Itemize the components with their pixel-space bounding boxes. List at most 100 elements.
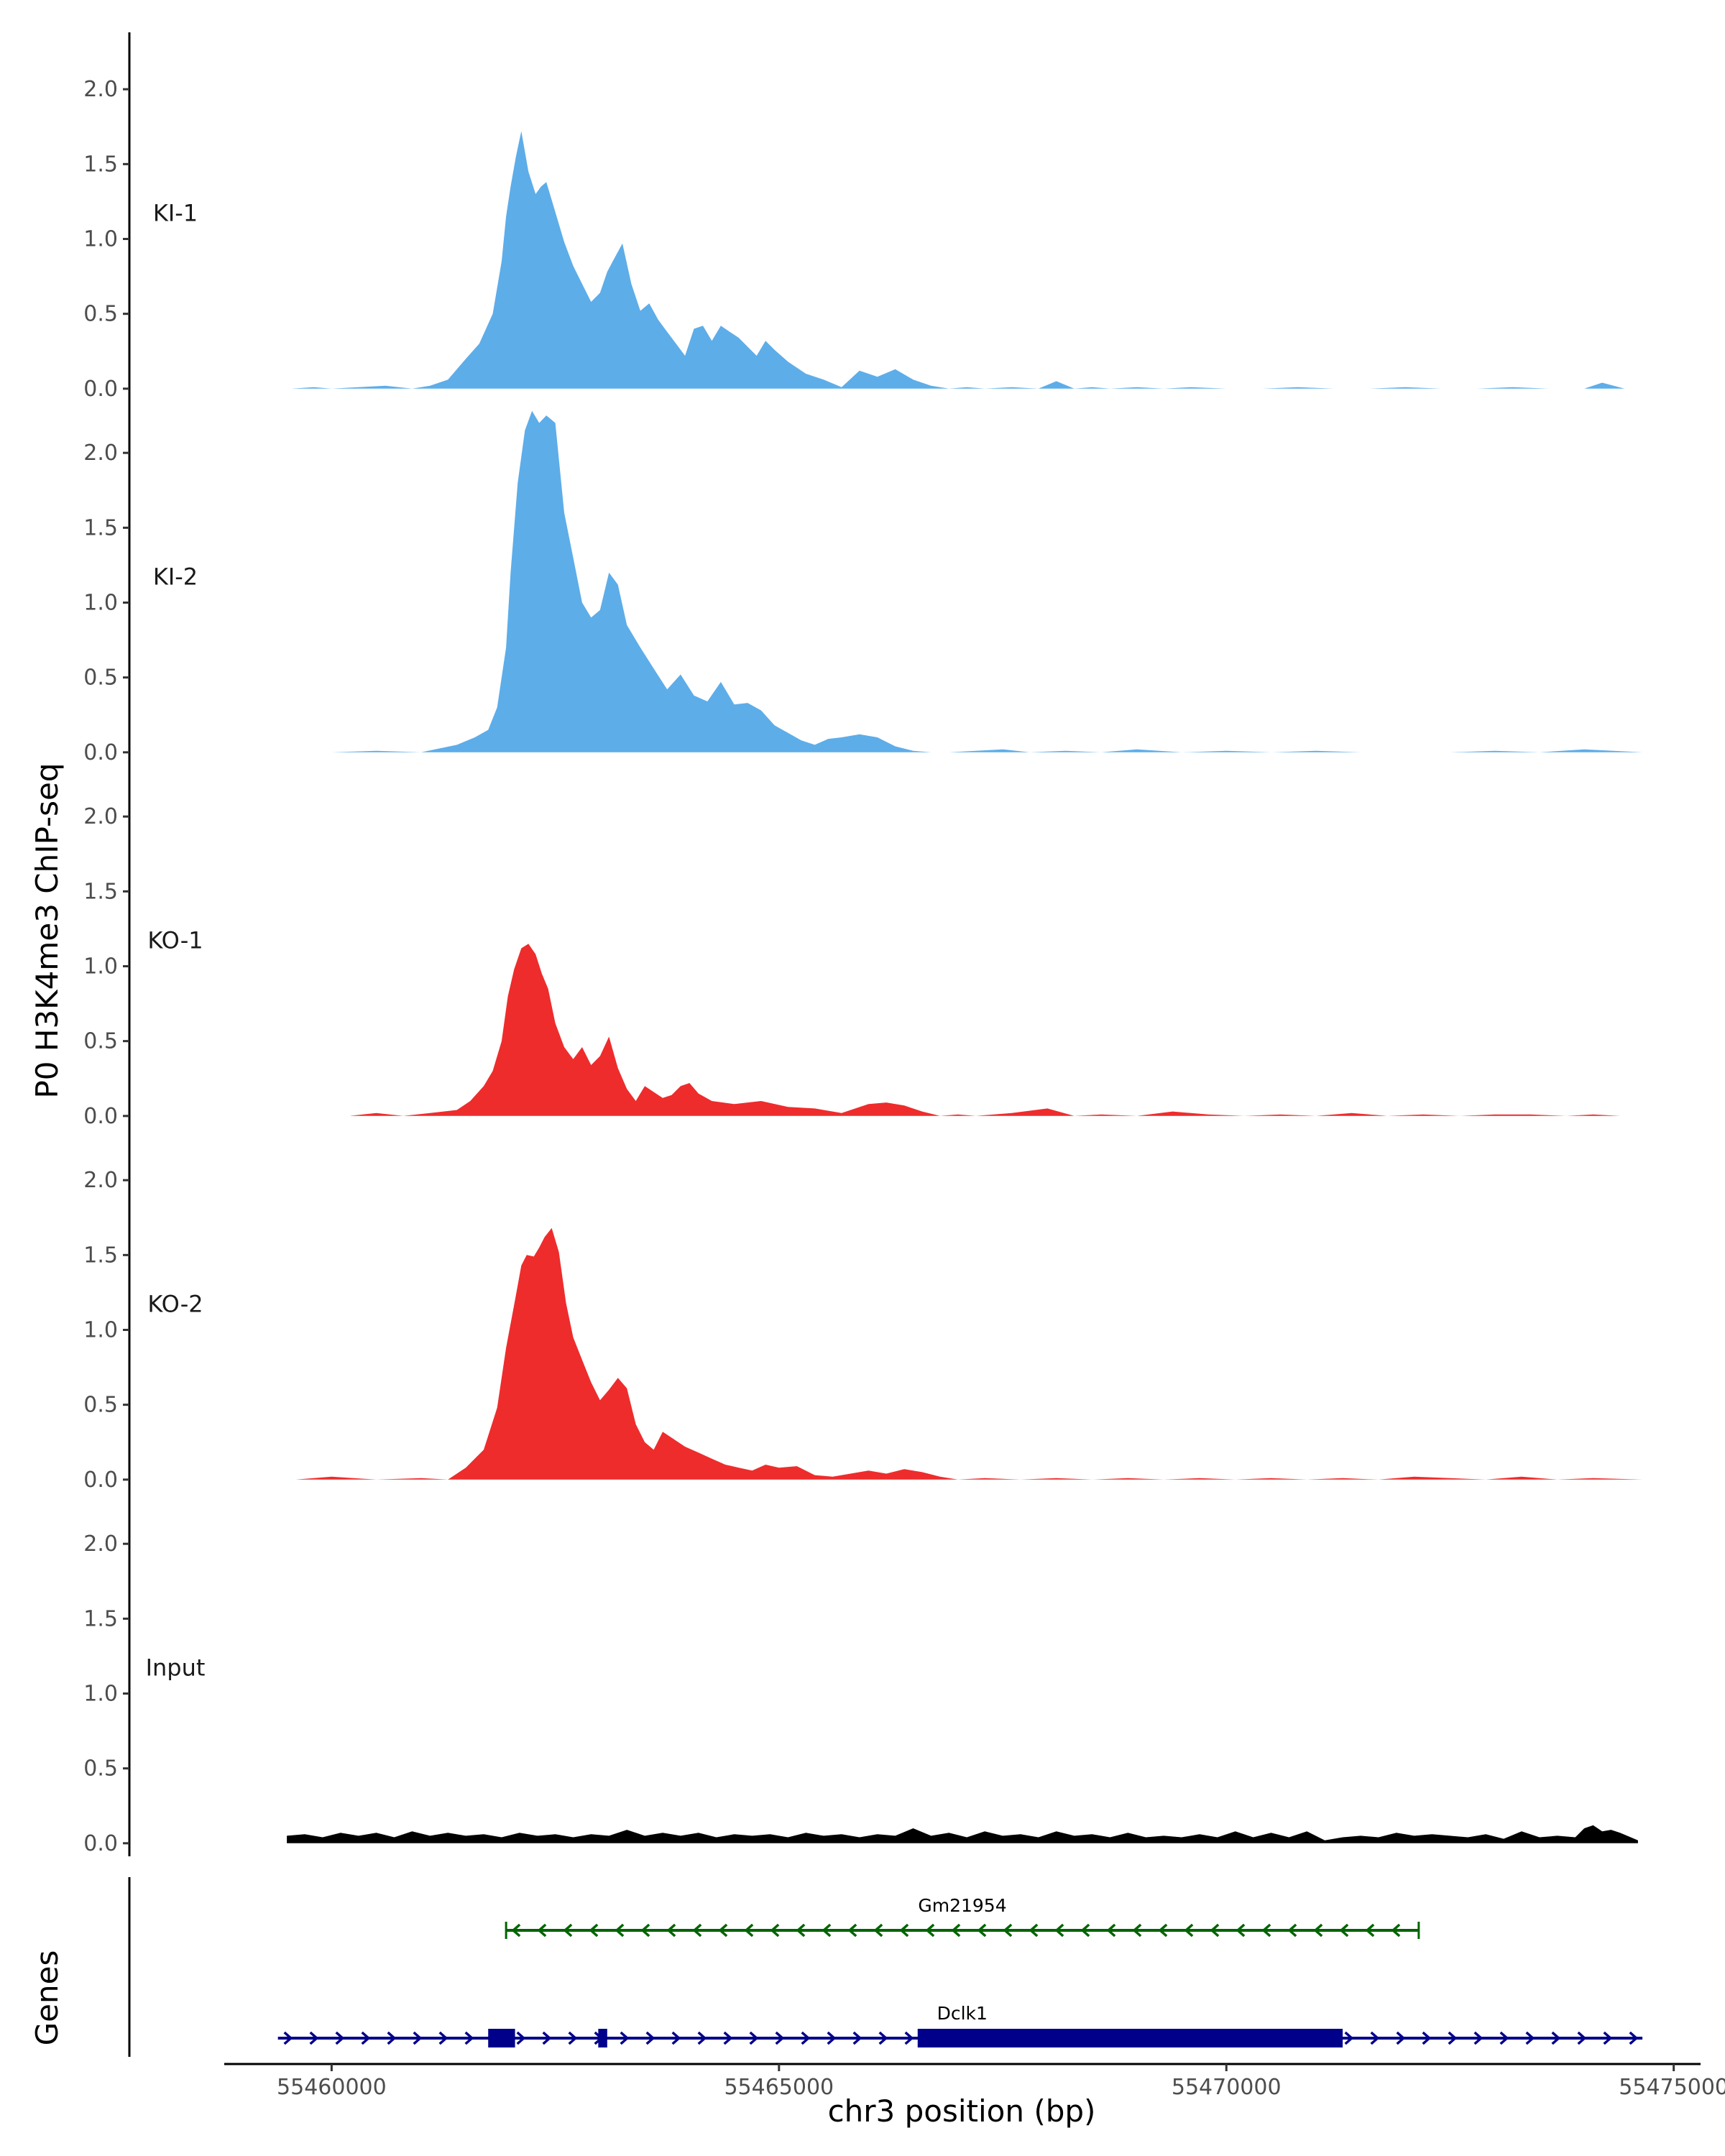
strand-chevron: [697, 2031, 707, 2045]
strand-chevron: [1391, 1923, 1401, 1938]
y-tick-label: 1.0: [83, 591, 118, 616]
strand-chevron: [718, 1923, 728, 1938]
y-tick-label: 1.5: [83, 152, 118, 177]
coverage-area-input: [287, 1825, 1638, 1843]
y-tick-label: 0.5: [83, 1756, 118, 1782]
track-label: Input: [146, 1654, 206, 1682]
y-tick-label: 1.5: [83, 879, 118, 904]
strand-chevron: [1473, 2031, 1484, 2045]
panel-ko-2: 0.0 0.5 1.0 1.5 2.0 KO-2: [83, 1123, 1643, 1493]
y-tick-label: 2.0: [83, 804, 118, 829]
strand-chevron: [847, 1923, 857, 1938]
x-tick-label: 55460000: [277, 2075, 387, 2100]
strand-chevron: [775, 2031, 785, 2045]
exon-block: [917, 2029, 1343, 2047]
y-tick-label: 0.0: [83, 1104, 118, 1129]
strand-chevron: [542, 2031, 552, 2045]
strand-chevron: [822, 1923, 832, 1938]
exon-block: [598, 2029, 607, 2047]
strand-chevron: [615, 1923, 625, 1938]
gene-label-gm21954: Gm21954: [918, 1895, 1006, 1916]
strand-chevron: [568, 2031, 578, 2045]
strand-chevron: [723, 2031, 733, 2045]
track-label: KI-2: [153, 563, 198, 591]
panel-ko-1: 0.0 0.5 1.0 1.5 2.0 KO-1: [83, 760, 1621, 1129]
y-tick-label: 0.5: [83, 1393, 118, 1418]
strand-chevron: [899, 1923, 909, 1938]
y-tick-label: 1.5: [83, 1243, 118, 1268]
strand-chevron: [904, 2031, 914, 2045]
strand-chevron: [1365, 1923, 1375, 1938]
strand-chevron: [1577, 2031, 1587, 2045]
strand-chevron: [1210, 1923, 1220, 1938]
strand-chevron: [1499, 2031, 1509, 2045]
y-tick-label: 0.0: [83, 740, 118, 765]
exon-block: [488, 2029, 515, 2047]
strand-chevron: [361, 2031, 371, 2045]
y-tick-label: 1.0: [83, 954, 118, 980]
strand-chevron: [1525, 2031, 1535, 2045]
strand-chevron: [1370, 2031, 1380, 2045]
strand-chevron: [796, 1923, 806, 1938]
y-tick-label: 1.0: [83, 1682, 118, 1707]
strand-chevron: [878, 2031, 888, 2045]
x-tick-label: 55470000: [1172, 2075, 1282, 2100]
strand-chevron: [335, 2031, 345, 2045]
strand-chevron: [801, 2031, 811, 2045]
strand-chevron: [1106, 1923, 1116, 1938]
panel-ki-1: 0.0 0.5 1.0 1.5 2.0 KI-1: [83, 32, 1625, 402]
strand-chevron: [1054, 1923, 1064, 1938]
strand-chevron: [925, 1923, 935, 1938]
coverage-area-ko-1: [287, 944, 1621, 1116]
strand-chevron: [1080, 1923, 1090, 1938]
strand-chevron: [1029, 1923, 1039, 1938]
strand-chevron: [873, 1923, 883, 1938]
x-axis-title: chr3 position (bp): [828, 2093, 1096, 2129]
strand-chevron: [283, 2031, 293, 2045]
strand-chevron: [1313, 1923, 1323, 1938]
strand-chevron: [563, 1923, 573, 1938]
y-tick-label: 2.0: [83, 77, 118, 102]
y-tick-label: 2.0: [83, 441, 118, 466]
y-tick-label: 0.5: [83, 665, 118, 691]
x-tick-label: 55465000: [724, 2075, 834, 2100]
strand-chevron: [852, 2031, 862, 2045]
strand-chevron: [1003, 1923, 1013, 1938]
track-label: KI-1: [153, 200, 198, 227]
strand-chevron: [645, 2031, 656, 2045]
y-tick-label: 2.0: [83, 1531, 118, 1557]
y-tick-label: 1.5: [83, 515, 118, 540]
strand-chevron: [309, 2031, 319, 2045]
strand-chevron: [1396, 2031, 1406, 2045]
strand-chevron: [1287, 1923, 1297, 1938]
track-label: KO-2: [147, 1291, 203, 1318]
genes-track: Gm21954 Dclk1: [128, 1877, 1643, 2057]
panel-input: 0.0 0.5 1.0 1.5 2.0 Input: [83, 1487, 1638, 1856]
coverage-area-ko-2: [295, 1227, 1643, 1480]
coverage-area-ki-2: [331, 410, 1643, 752]
panel-ki-2: 0.0 0.5 1.0 1.5 2.0 KI-2: [83, 396, 1643, 765]
x-tick-label: 55475000: [1619, 2075, 1725, 2100]
strand-chevron: [951, 1923, 961, 1938]
strand-chevron: [692, 1923, 702, 1938]
strand-chevron: [1551, 2031, 1561, 2045]
y-tick-label: 0.5: [83, 1029, 118, 1054]
y-tick-label: 2.0: [83, 1168, 118, 1193]
strand-chevron: [387, 2031, 397, 2045]
strand-chevron: [1184, 1923, 1194, 1938]
strand-chevron: [438, 2031, 448, 2045]
strand-chevron: [511, 1923, 521, 1938]
strand-chevron: [749, 2031, 759, 2045]
strand-chevron: [537, 1923, 547, 1938]
strand-chevron: [1132, 1923, 1142, 1938]
strand-chevron: [620, 2031, 630, 2045]
genes-track-title: Genes: [29, 1950, 65, 2046]
strand-chevron: [1629, 2031, 1639, 2045]
strand-chevron: [666, 1923, 676, 1938]
coverage-panels: 0.00.51.01.52.0KI-10.00.51.01.52.0KI-20.…: [83, 32, 1643, 1856]
x-axis: 55460000 55465000 55470000 55475000: [224, 2063, 1725, 2100]
strand-chevron: [744, 1923, 754, 1938]
strand-chevron: [1236, 1923, 1246, 1938]
y-tick-label: 1.0: [83, 1318, 118, 1343]
